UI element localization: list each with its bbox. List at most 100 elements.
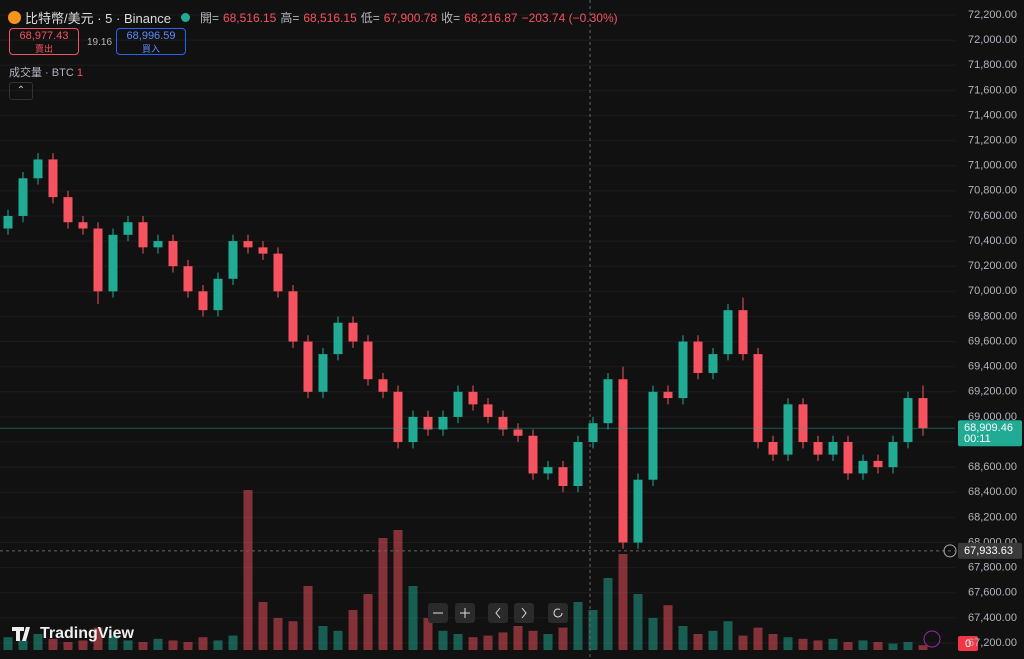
candle-body: [888, 442, 898, 468]
y-tick-label: 70,800.00: [968, 185, 1017, 197]
volume-bar: [48, 638, 58, 650]
last-price-label: 68,909.46: [964, 422, 1013, 434]
candle-body: [183, 266, 193, 292]
candle-body: [303, 341, 313, 392]
volume-bar: [303, 586, 313, 650]
volume-bar: [663, 605, 673, 650]
scroll-left[interactable]: [488, 603, 508, 623]
nav-controls[interactable]: [428, 603, 568, 623]
volume-bar: [708, 630, 718, 650]
y-tick-label: 71,200.00: [968, 135, 1017, 147]
y-tick-label: 67,200.00: [968, 637, 1017, 649]
volume-bar: [213, 640, 223, 650]
volume-bar: [588, 610, 598, 650]
y-tick-label: 68,400.00: [968, 486, 1017, 498]
volume-bar: [408, 586, 418, 650]
logo-text: TradingView: [40, 625, 135, 642]
candle-body: [528, 435, 538, 474]
candle-body: [453, 391, 463, 417]
volume-bar: [348, 610, 358, 650]
candle-body: [408, 416, 418, 443]
volume-bar: [603, 578, 613, 650]
candle-body: [858, 460, 868, 474]
candle-body: [678, 341, 688, 399]
volume-bar: [858, 640, 868, 650]
close-label: 收=: [441, 11, 461, 25]
y-tick-label: 69,200.00: [968, 386, 1017, 398]
candle-body: [618, 379, 628, 543]
alert-icon[interactable]: [923, 630, 941, 648]
sell-button[interactable]: 68,977.43 賣出: [9, 28, 79, 55]
volume-bar: [243, 490, 253, 650]
add-alert-button[interactable]: [943, 544, 957, 558]
scroll-right[interactable]: [514, 603, 534, 623]
volume-bar: [693, 634, 703, 650]
y-tick-label: 67,800.00: [968, 562, 1017, 574]
buy-price: 68,996.59: [126, 30, 176, 42]
volume-bar: [168, 640, 178, 650]
y-tick-label: 70,000.00: [968, 285, 1017, 297]
candle-body: [513, 429, 523, 436]
candle-body: [33, 159, 43, 179]
volume-bar: [543, 634, 553, 650]
candle-body: [813, 442, 823, 455]
collapse-button[interactable]: ⌃: [9, 82, 33, 100]
buy-button[interactable]: 68,996.59 買入: [116, 28, 186, 55]
volume-bar: [18, 640, 28, 650]
y-tick-label: 70,200.00: [968, 260, 1017, 272]
candle-body: [153, 241, 163, 248]
volume-tag: [958, 636, 978, 651]
logo-icon: [12, 627, 30, 641]
sell-label: 賣出: [34, 44, 53, 54]
volume-bar: [318, 626, 328, 650]
volume-bar: [558, 627, 568, 650]
y-tick-label: 71,000.00: [968, 160, 1017, 172]
y-tick-label: 68,200.00: [968, 511, 1017, 523]
candle-body: [123, 222, 133, 235]
volume-bar: [918, 645, 928, 650]
candle-body: [753, 354, 763, 443]
volume-bar: [903, 642, 913, 650]
volume-bar: [183, 642, 193, 650]
candle-body: [708, 354, 718, 373]
volume-bar: [513, 626, 523, 650]
volume-bar: [573, 602, 583, 650]
symbol: 比特幣/美元 · 5 · Binance: [25, 11, 171, 26]
candle-body: [783, 404, 793, 455]
candle-body: [18, 178, 28, 216]
candle-body: [483, 404, 493, 417]
candle-body: [633, 479, 643, 543]
candle-body: [723, 310, 733, 355]
candle-body: [603, 379, 613, 424]
candle-body: [423, 416, 433, 430]
candle-body: [108, 234, 118, 292]
volume-bar: [63, 642, 73, 650]
candle-body: [798, 404, 808, 443]
y-tick-label: 71,600.00: [968, 84, 1017, 96]
volume-tag-label: 0: [965, 638, 971, 650]
volume-bar: [633, 594, 643, 650]
candle-body: [558, 467, 568, 486]
icon: [521, 607, 527, 619]
volume-bar: [813, 640, 823, 650]
candle-body: [198, 291, 208, 311]
candle-body: [348, 322, 358, 342]
volume-bar: [783, 637, 793, 650]
candle-body: [693, 341, 703, 373]
candle-body: [588, 423, 598, 443]
high: 68,516.15: [303, 10, 357, 25]
volume-bar: [288, 621, 298, 650]
candle-body: [273, 253, 283, 292]
open: 68,516.15: [222, 10, 277, 25]
volume-bar: [3, 637, 13, 650]
icon: [460, 608, 470, 618]
candle-body: [138, 222, 148, 248]
y-tick-label: 72,200.00: [968, 9, 1017, 21]
reset[interactable]: [548, 603, 568, 623]
candle-body: [438, 416, 448, 430]
open-label: 開=: [199, 11, 219, 25]
candle-body: [333, 322, 343, 355]
volume-bar: [618, 554, 628, 650]
volume-bar: [648, 618, 658, 650]
